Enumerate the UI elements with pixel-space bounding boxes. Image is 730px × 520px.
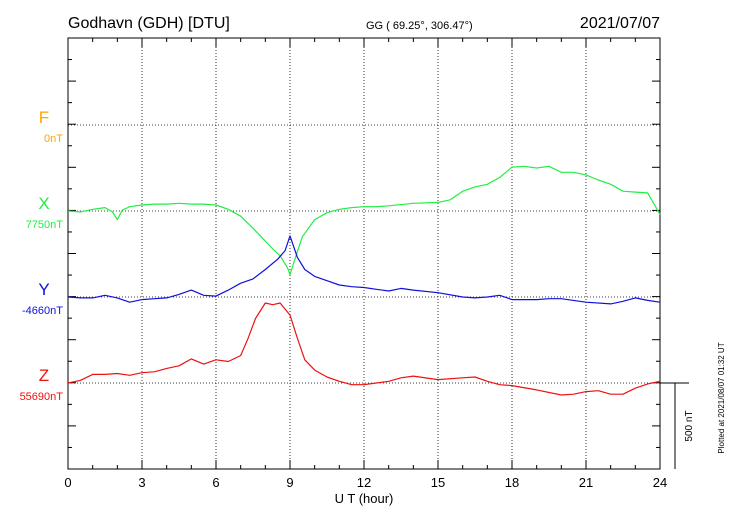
scale-bar-label: 500 nT	[684, 410, 695, 441]
series-name-z: Z	[39, 366, 49, 385]
scale-bar	[660, 382, 689, 469]
series-labels: F 0nT X 7750nT Y -4660nT Z 55690nT	[20, 108, 64, 403]
x-tick-label: 3	[138, 475, 145, 490]
series-line-x	[67, 165, 661, 276]
x-tick-label: 12	[357, 475, 371, 490]
grid-lines	[68, 38, 660, 469]
plotted-timestamp: Plotted at 2021/08/07 01:32 UT	[717, 342, 726, 453]
station-title: Godhavn (GDH) [DTU]	[68, 15, 230, 32]
series-lines	[67, 165, 661, 396]
x-axis-label: U T (hour)	[335, 491, 394, 506]
series-name-y: Y	[38, 280, 49, 299]
series-baseline-z: 55690nT	[20, 391, 64, 403]
x-tick-labels: 0 3 6 9 12 15 18 21 24	[64, 475, 667, 490]
series-baseline-x: 7750nT	[26, 219, 64, 231]
series-line-y	[67, 235, 661, 305]
plot-date: 2021/07/07	[580, 15, 660, 32]
x-tick-label: 9	[286, 475, 293, 490]
station-coordinates: GG ( 69.25°, 306.47°)	[366, 20, 473, 32]
x-tick-label: 6	[212, 475, 219, 490]
series-name-f: F	[39, 108, 49, 127]
x-tick-label: 0	[64, 475, 71, 490]
x-tick-label: 21	[579, 475, 593, 490]
x-tick-label: 18	[505, 475, 519, 490]
x-tick-label: 15	[431, 475, 445, 490]
series-name-x: X	[38, 194, 49, 213]
series-baseline-f: 0nT	[44, 133, 63, 145]
series-line-z	[67, 302, 661, 396]
x-tick-label: 24	[653, 475, 667, 490]
series-baseline-y: -4660nT	[22, 305, 63, 317]
